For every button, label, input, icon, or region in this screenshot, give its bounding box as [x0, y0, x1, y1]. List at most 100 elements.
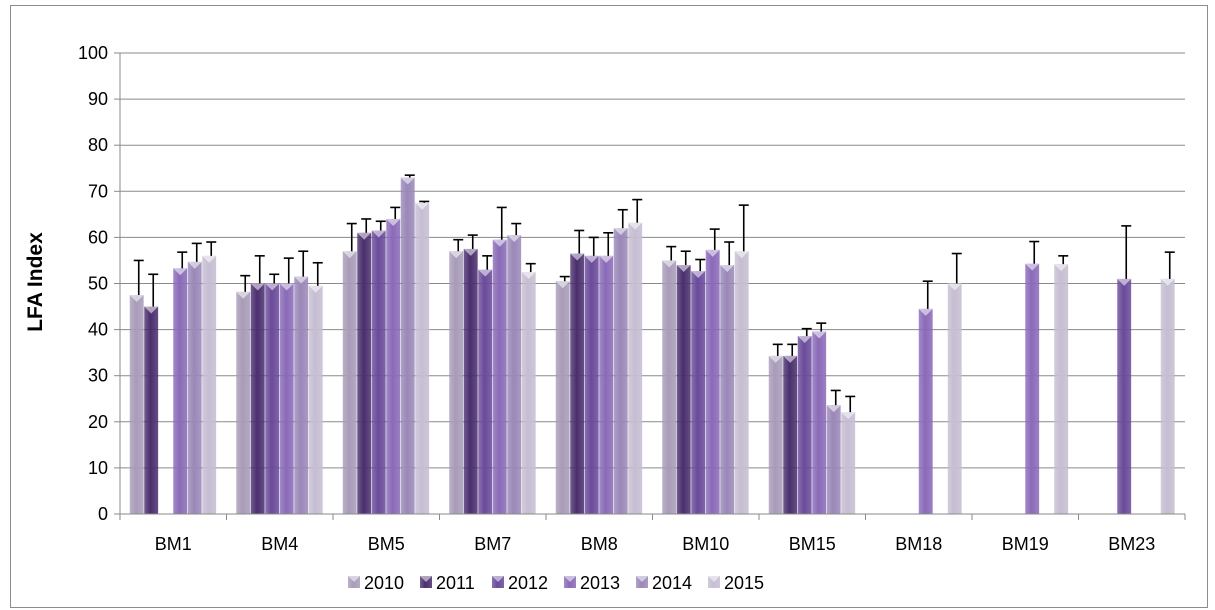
bar-top-cap	[129, 295, 144, 303]
legend-swatch-cap	[708, 576, 720, 582]
bar-2015-BM1	[202, 255, 217, 514]
legend-item-2014: 2014	[636, 573, 692, 593]
bar-2011-BM7	[463, 248, 478, 515]
y-axis-ticks: 0 10 20 30 40 50 60 70 80 90 100	[78, 43, 120, 524]
x-tick-label: BM8	[581, 534, 618, 554]
bar-top-cap	[371, 230, 386, 238]
legend-swatch-cap	[492, 576, 504, 582]
bar-2012-BM5	[371, 230, 386, 515]
bar-2010-BM7	[449, 251, 464, 515]
bar-2015-BM19	[1054, 264, 1069, 514]
y-tick-label: 30	[88, 366, 108, 386]
bar-2015-BM10	[734, 251, 749, 515]
bar-top-cap	[308, 285, 323, 293]
bar-2011-BM8	[570, 253, 585, 514]
bar-2010-BM10	[662, 260, 677, 514]
bar-2013-BM10	[705, 249, 720, 515]
bar-2010-BM8	[555, 281, 570, 514]
y-tick-label: 40	[88, 320, 108, 340]
bar-2013-BM4	[279, 283, 294, 514]
bar-2014-BM7	[507, 235, 522, 514]
bar-2012-BM7	[478, 269, 493, 514]
bar-2015-BM18	[947, 283, 962, 514]
bar-top-cap	[400, 177, 415, 185]
bar-2013-BM8	[599, 255, 614, 514]
x-tick-label: BM5	[368, 534, 405, 554]
bar-top-cap	[1117, 278, 1132, 286]
y-tick-label: 60	[88, 227, 108, 247]
legend-swatch-cap	[636, 576, 648, 582]
legend-label: 2012	[508, 573, 548, 593]
bar-top-cap	[250, 283, 265, 291]
bar-top-cap	[628, 222, 643, 230]
legend-swatch-cap	[420, 576, 432, 582]
bar-top-cap	[386, 218, 401, 226]
bar-top-cap	[947, 283, 962, 291]
x-tick-label: BM7	[474, 534, 511, 554]
bar-top-cap	[768, 355, 783, 363]
x-axis-ticks: BM1 BM4 BM5 BM7 BM8 BM10 BM15 BM18 BM19 BM23	[119, 514, 1186, 554]
bar-top-cap	[918, 308, 933, 316]
legend-label: 2011	[436, 573, 475, 593]
bar-top-cap	[173, 268, 188, 276]
legend-item-2010: 2010	[348, 573, 404, 593]
bar-2012-BM10	[691, 271, 706, 514]
bar-top-cap	[1160, 278, 1175, 286]
bar-2014-BM8	[613, 228, 628, 514]
bar-top-cap	[826, 405, 841, 413]
bar-2010-BM1	[129, 295, 144, 514]
bar-top-cap	[202, 255, 217, 263]
legend-swatch-cap	[564, 576, 576, 582]
y-tick-label: 100	[78, 43, 108, 63]
bar-2013-BM1	[173, 268, 188, 514]
bar-top-cap	[463, 248, 478, 256]
bar-top-cap	[783, 355, 798, 363]
bar-top-cap	[555, 281, 570, 289]
bar-2013-BM5	[386, 218, 401, 514]
bar-top-cap	[812, 331, 827, 339]
legend-item-2011: 2011	[420, 573, 475, 593]
bar-2015-BM23	[1160, 278, 1175, 514]
legend: 2010 2011 2012 2013 2014 2015	[348, 573, 764, 593]
bar-top-cap	[705, 249, 720, 257]
y-tick-label: 80	[88, 135, 108, 155]
legend-label: 2013	[580, 573, 620, 593]
bar-2014-BM15	[826, 405, 841, 514]
bar-top-cap	[342, 251, 357, 259]
bar-2010-BM5	[342, 251, 357, 515]
x-tick-label: BM4	[261, 534, 298, 554]
bar-top-cap	[294, 276, 309, 284]
bar-top-cap	[449, 251, 464, 259]
bar-top-cap	[492, 239, 507, 247]
bar-top-cap	[841, 412, 856, 420]
legend-swatch-cap	[348, 576, 360, 582]
bar-top-cap	[599, 255, 614, 263]
bars	[129, 177, 1175, 515]
bar-top-cap	[415, 202, 430, 210]
bar-top-cap	[797, 336, 812, 344]
bar-2014-BM5	[400, 177, 415, 514]
bar-2013-BM18	[918, 308, 933, 514]
bar-top-cap	[357, 232, 372, 240]
bar-2011-BM15	[783, 355, 798, 514]
bar-top-cap	[236, 291, 251, 299]
y-axis-label: LFA Index	[24, 232, 47, 332]
legend-label: 2014	[652, 573, 692, 593]
bar-2015-BM4	[308, 285, 323, 514]
bar-top-cap	[1054, 264, 1069, 272]
bar-top-cap	[144, 306, 159, 314]
legend-label: 2010	[364, 573, 404, 593]
bar-top-cap	[187, 261, 202, 269]
legend-item-2013: 2013	[564, 573, 620, 593]
y-tick-label: 20	[88, 412, 108, 432]
legend-item-2012: 2012	[492, 573, 548, 593]
x-tick-label: BM1	[155, 534, 192, 554]
bar-2014-BM4	[294, 276, 309, 514]
bar-top-cap	[720, 265, 735, 273]
bar-top-cap	[1025, 263, 1040, 271]
bar-2011-BM10	[676, 265, 691, 514]
bar-top-cap	[676, 265, 691, 273]
x-tick-label: BM23	[1108, 534, 1155, 554]
bar-2011-BM5	[357, 232, 372, 515]
